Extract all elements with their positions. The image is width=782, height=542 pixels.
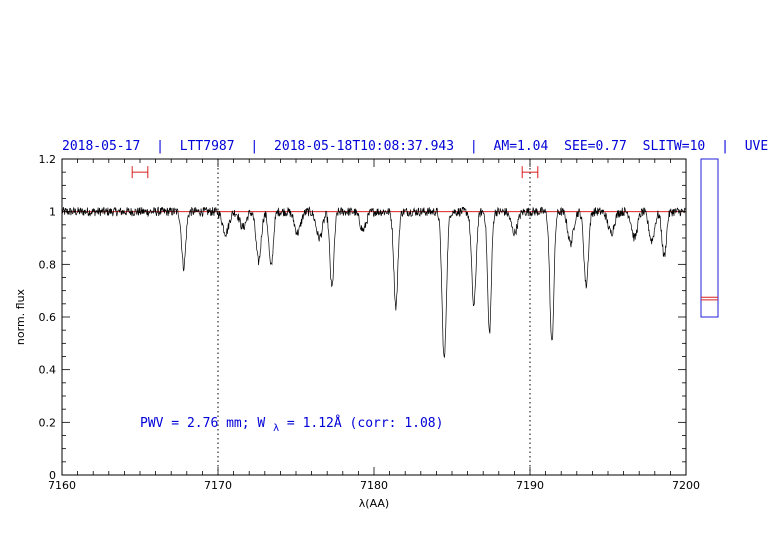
header-sep-1: | bbox=[156, 139, 164, 154]
pwv-annotation: PWV = 2.76 mm; W λ = 1.12Å (corr: 1.08) bbox=[140, 415, 443, 435]
header-slit: SLITW=10 bbox=[643, 139, 706, 154]
x-tick-label: 7170 bbox=[204, 479, 232, 492]
y-axis-title: norm. flux bbox=[14, 288, 27, 345]
spectrum-series bbox=[61, 206, 687, 358]
y-tick-label: 1.2 bbox=[39, 153, 57, 166]
spectrum-line bbox=[61, 206, 687, 358]
header-date: 2018-05-17 bbox=[62, 139, 140, 154]
vertical-reference-lines bbox=[217, 159, 531, 475]
y-tick-label: 1 bbox=[49, 206, 56, 219]
header-target: LTT7987 bbox=[180, 139, 235, 154]
x-tick-label: 7200 bbox=[672, 479, 700, 492]
header-airmass: AM=1.04 bbox=[494, 139, 549, 154]
header-timestamp: 2018-05-18T10:08:37.943 bbox=[274, 139, 454, 154]
header-sep-3: | bbox=[470, 139, 478, 154]
header-seeing: SEE=0.77 bbox=[564, 139, 627, 154]
w-text: = 1.12Å (corr: 1.08) bbox=[287, 415, 444, 431]
x-axis-title: λ(AA) bbox=[359, 497, 389, 510]
chart-header: 2018-05-17 | LTT7987 | 2018-05-18T10:08:… bbox=[62, 139, 768, 154]
lambda-subscript: λ bbox=[273, 423, 279, 434]
header-instrument: UVE bbox=[745, 139, 768, 154]
sidebar-gauge bbox=[700, 158, 719, 318]
pwv-text: PWV = 2.76 mm; W bbox=[140, 416, 265, 431]
x-tick-label: 7190 bbox=[516, 479, 544, 492]
y-tick-label: 0.2 bbox=[39, 416, 57, 429]
header-sep-4: | bbox=[721, 139, 729, 154]
y-tick-label: 0.6 bbox=[39, 311, 57, 324]
x-tick-label: 7180 bbox=[360, 479, 388, 492]
y-axis-ticks: 0 0.2 0.4 0.6 0.8 1 1.2 bbox=[39, 153, 686, 482]
y-tick-label: 0 bbox=[49, 469, 56, 482]
sidebar-gauge-markers bbox=[701, 296, 718, 301]
y-tick-label: 0.4 bbox=[39, 364, 57, 377]
header-sep-2: | bbox=[250, 139, 258, 154]
x-axis-ticks: 7160 7170 7180 7190 7200 bbox=[48, 159, 700, 492]
y-tick-label: 0.8 bbox=[39, 258, 57, 271]
x-tick-label: 7160 bbox=[48, 479, 76, 492]
error-bar-markers bbox=[131, 166, 539, 179]
